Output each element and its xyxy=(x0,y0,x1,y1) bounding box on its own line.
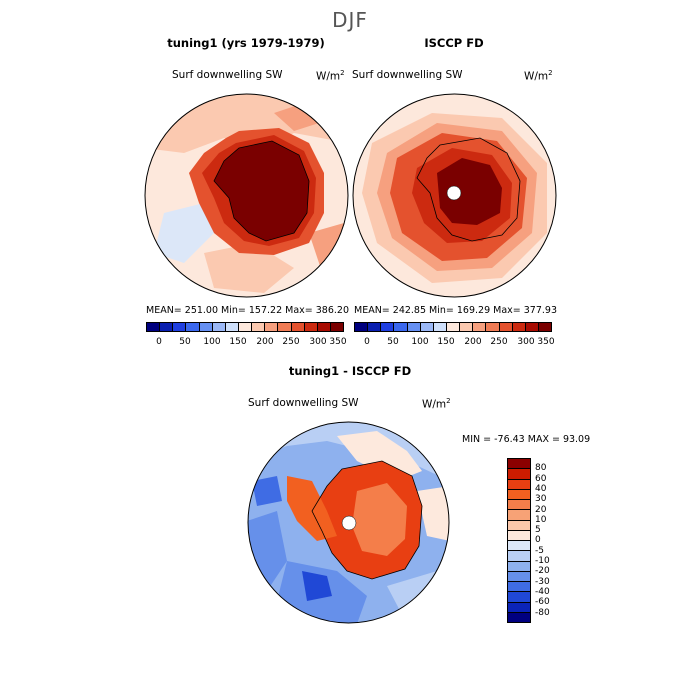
diff-variable-label: Surf downwelling SW xyxy=(248,397,359,409)
vbar-swatch xyxy=(508,561,530,572)
cbar-tick: 250 xyxy=(490,337,508,347)
model-variable-label: Surf downwelling SW xyxy=(172,69,283,81)
cbar-swatch xyxy=(381,323,395,331)
vbar-tick: -20 xyxy=(535,566,550,577)
vbar-swatch xyxy=(508,551,530,562)
vbar-swatch xyxy=(508,459,530,470)
cbar-swatch xyxy=(473,323,487,331)
cbar-swatch xyxy=(407,323,421,331)
cbar-tick: 300 xyxy=(309,337,327,347)
cbar-tick: 0 xyxy=(156,337,162,347)
vbar-swatch xyxy=(508,592,530,603)
cbar-tick: 50 xyxy=(179,337,191,347)
cbar-swatch xyxy=(173,323,187,331)
cbar-tick: 150 xyxy=(229,337,247,347)
cbar-tick: 50 xyxy=(387,337,399,347)
cbar-tick: 100 xyxy=(411,337,429,347)
cbar-swatch xyxy=(433,323,447,331)
cbar-swatch xyxy=(291,323,305,331)
vbar-swatch xyxy=(508,489,530,500)
vbar-swatch xyxy=(508,469,530,480)
cbar-tick: 350 xyxy=(537,337,555,347)
vbar-swatch xyxy=(508,571,530,582)
vbar-tick: -80 xyxy=(535,607,550,618)
cbar-swatch xyxy=(394,323,408,331)
vbar-swatch xyxy=(508,510,530,521)
model-colorbar xyxy=(146,322,344,332)
cbar-swatch xyxy=(368,323,382,331)
obs-units-label: W/m2 xyxy=(524,69,553,83)
cbar-swatch xyxy=(538,323,552,331)
vbar-tick: -5 xyxy=(535,545,544,556)
vbar-swatch xyxy=(508,602,530,613)
vbar-swatch xyxy=(508,479,530,490)
diff-polar-map xyxy=(247,421,450,624)
obs-colorbar xyxy=(354,322,552,332)
obs-polar-map xyxy=(352,93,557,298)
cbar-tick: 0 xyxy=(364,337,370,347)
model-units-label: W/m2 xyxy=(316,69,345,83)
model-panel-title: tuning1 (yrs 1979-1979) xyxy=(167,36,325,50)
vbar-tick: 5 xyxy=(535,525,541,536)
cbar-swatch xyxy=(199,323,213,331)
cbar-swatch xyxy=(317,323,331,331)
vbar-tick: 60 xyxy=(535,473,547,484)
model-colorbar-ticks: 0 50 100 150 200 250 300 350 xyxy=(146,337,347,349)
season-title: DJF xyxy=(332,8,368,32)
cbar-swatch xyxy=(446,323,461,331)
vbar-tick: -60 xyxy=(535,597,550,608)
cbar-swatch xyxy=(499,323,513,331)
cbar-swatch xyxy=(265,323,279,331)
vbar-tick: 40 xyxy=(535,483,547,494)
vbar-tick: 30 xyxy=(535,494,547,505)
cbar-tick: 150 xyxy=(437,337,455,347)
vbar-swatch xyxy=(508,582,530,593)
vbar-tick: 10 xyxy=(535,514,547,525)
vbar-tick: -10 xyxy=(535,556,550,566)
model-stats: MEAN= 251.00 Min= 157.22 Max= 386.20 xyxy=(146,305,350,316)
cbar-tick: 350 xyxy=(329,337,347,347)
vbar-tick: 20 xyxy=(535,504,547,515)
cbar-tick: 100 xyxy=(203,337,221,347)
vbar-tick: -40 xyxy=(535,586,550,597)
cbar-swatch xyxy=(212,323,226,331)
model-polar-map xyxy=(144,93,349,298)
obs-panel-title: ISCCP FD xyxy=(424,36,484,50)
obs-variable-label: Surf downwelling SW xyxy=(352,69,463,81)
diff-stats: MIN = -76.43 MAX = 93.09 xyxy=(462,434,591,445)
vbar-tick: 0 xyxy=(535,535,541,546)
cbar-swatch xyxy=(186,323,200,331)
cbar-swatch xyxy=(147,323,161,331)
vbar-swatch xyxy=(508,541,530,552)
cbar-swatch xyxy=(225,323,239,331)
vbar-swatch xyxy=(508,520,530,531)
cbar-swatch xyxy=(160,323,174,331)
vbar-swatch xyxy=(508,500,530,511)
cbar-swatch xyxy=(525,323,539,331)
cbar-tick: 200 xyxy=(464,337,482,347)
cbar-swatch xyxy=(512,323,526,331)
cbar-swatch xyxy=(304,323,318,331)
diff-colorbar-ticks: 80 60 40 30 20 10 5 0 -5 -10 -20 -30 -40… xyxy=(535,458,575,623)
cbar-swatch xyxy=(278,323,292,331)
cbar-swatch xyxy=(420,323,434,331)
cbar-swatch xyxy=(355,323,369,331)
diff-units-label: W/m2 xyxy=(422,397,451,411)
cbar-swatch xyxy=(460,323,474,331)
obs-stats: MEAN= 242.85 Min= 169.29 Max= 377.93 xyxy=(354,305,558,316)
vbar-tick: -30 xyxy=(535,576,550,587)
cbar-tick: 300 xyxy=(517,337,535,347)
vbar-swatch xyxy=(508,530,530,541)
cbar-swatch xyxy=(330,323,344,331)
diff-panel-title: tuning1 - ISCCP FD xyxy=(288,364,412,378)
diff-colorbar xyxy=(507,458,531,623)
cbar-swatch xyxy=(486,323,500,331)
vbar-tick: 80 xyxy=(535,463,547,474)
cbar-tick: 250 xyxy=(282,337,300,347)
cbar-swatch xyxy=(252,323,266,331)
obs-colorbar-ticks: 0 50 100 150 200 250 300 350 xyxy=(354,337,555,349)
cbar-tick: 200 xyxy=(256,337,274,347)
vbar-swatch xyxy=(508,612,530,622)
cbar-swatch xyxy=(238,323,253,331)
